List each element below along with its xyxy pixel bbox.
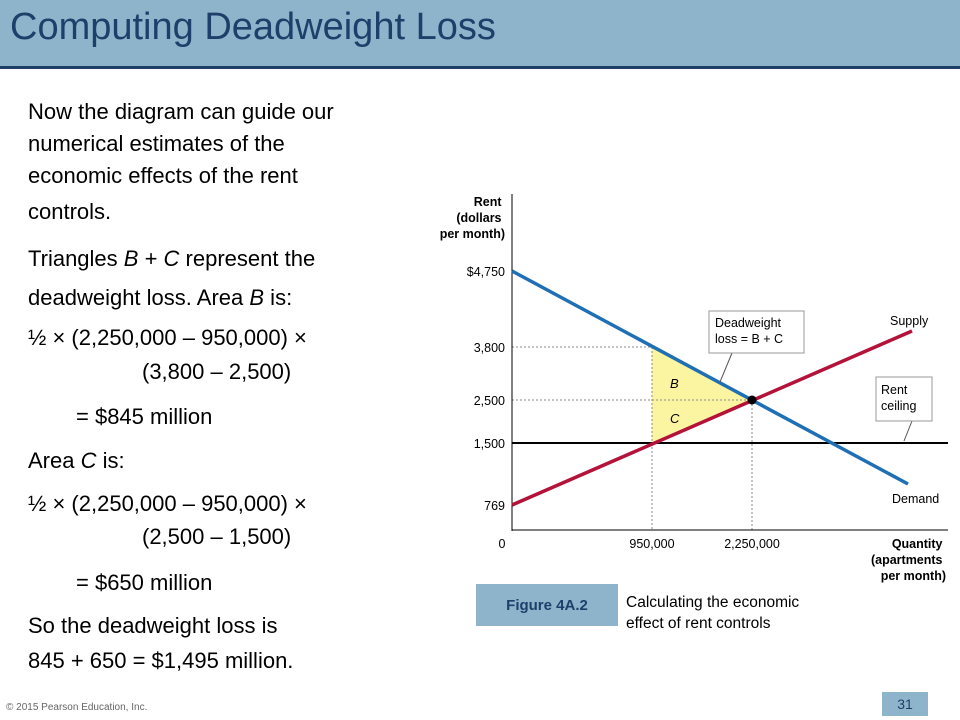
body-line: controls. (28, 199, 112, 224)
rent-control-diagram: Rent (dollars per month) $4,750 3,800 2,… (440, 194, 948, 583)
demand-label: Demand (892, 492, 939, 506)
body-line: Triangles B + C represent the (28, 243, 315, 275)
text-run: deadweight loss. Area (28, 285, 250, 310)
body-line: deadweight loss. Area B is: (28, 282, 292, 314)
ceiling-callout-text: Rent ceiling (881, 383, 916, 413)
figure-caption: Calculating the economic effect of rent … (626, 592, 799, 634)
y-axis-title: Rent (dollars per month) (440, 195, 505, 241)
caption-line: effect of rent controls (626, 615, 771, 632)
body-line: Now the diagram can guide our (28, 99, 334, 124)
formula-line: ½ × (2,250,000 – 950,000) × (28, 491, 307, 516)
area-b-ref: B (123, 246, 139, 271)
figure-badge: Figure 4A.2 (476, 584, 618, 626)
formula-line: (2,500 – 1,500) (142, 524, 292, 549)
demand-line (511, 269, 909, 486)
text-run: Triangles (28, 246, 124, 271)
y-tick-label: 2,500 (474, 394, 505, 408)
y-tick-label: $4,750 (467, 265, 505, 279)
y-tick-label: 1,500 (474, 437, 505, 451)
deadweight-callout-box (708, 310, 805, 354)
caption-line: Calculating the economic (626, 594, 800, 611)
deadweight-callout-text: Deadweight loss = B + C (715, 316, 785, 346)
guide-lines (512, 346, 753, 530)
formula-result: = $845 million (76, 404, 213, 429)
area-c-ref: C (80, 448, 97, 473)
formula-line: (3,800 – 2,500) (142, 359, 292, 384)
formula-line: ½ × (2,250,000 – 950,000) × (28, 325, 307, 350)
y-tick-label: 3,800 (474, 341, 505, 355)
text-run: is: (96, 448, 125, 473)
equilibrium-point (747, 395, 757, 405)
y-tick-labels: $4,750 3,800 2,500 1,500 769 (467, 265, 505, 513)
body-line: Area C is: (28, 445, 125, 477)
x-tick-labels: 0 950,000 2,250,000 (499, 537, 780, 551)
title-bar (0, 0, 960, 66)
page-number: 31 (882, 692, 928, 716)
x-tick-label: 2,250,000 (724, 537, 780, 551)
supply-line (511, 329, 913, 507)
body-line: 845 + 650 = $1,495 million. (28, 648, 294, 673)
text-run: + (138, 246, 164, 271)
slide-title: Computing Deadweight Loss (10, 6, 496, 48)
ceiling-callout-box (875, 376, 933, 422)
x-tick-label: 950,000 (629, 537, 674, 551)
ceiling-leader (903, 420, 913, 442)
title-rule (0, 66, 960, 69)
y-tick-label: 769 (484, 499, 505, 513)
text-run: Area (28, 448, 81, 473)
body-line: numerical estimates of the (28, 131, 285, 156)
x-axis-title: Quantity (apartments per month) (871, 537, 946, 583)
deadweight-leader (719, 352, 733, 383)
text-run: represent the (179, 246, 316, 271)
area-c-ref: C (163, 246, 180, 271)
area-c-label: C (670, 411, 680, 426)
supply-label: Supply (890, 314, 929, 328)
body-line: economic effects of the rent (28, 163, 298, 188)
area-b-label: B (670, 376, 679, 391)
x-tick-label: 0 (499, 537, 506, 551)
deadweight-triangle (652, 347, 752, 443)
formula-result: = $650 million (76, 570, 213, 595)
body-line: So the deadweight loss is (28, 613, 278, 638)
copyright-notice: © 2015 Pearson Education, Inc. (6, 702, 148, 713)
area-b-ref: B (249, 285, 265, 310)
text-run: is: (264, 285, 293, 310)
